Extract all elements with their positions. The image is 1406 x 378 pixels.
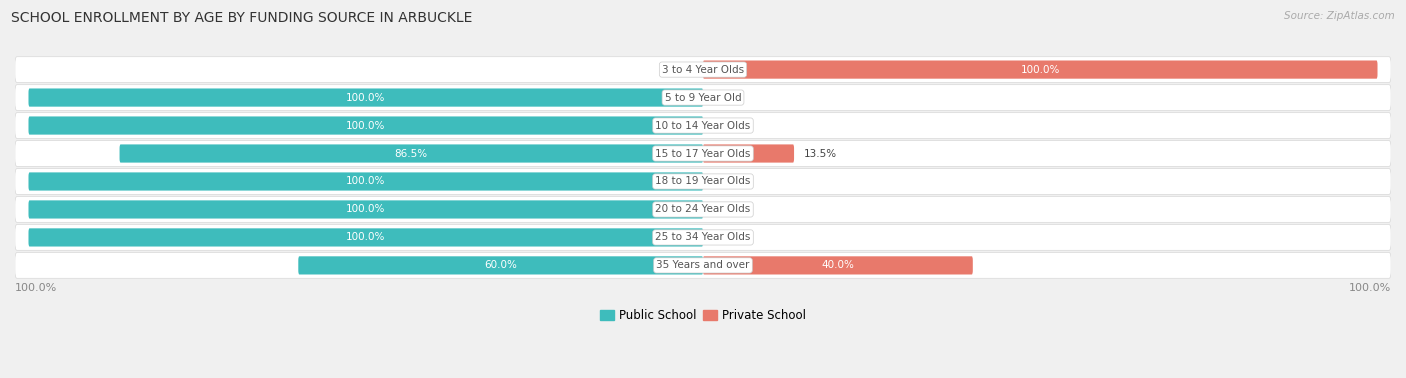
FancyBboxPatch shape [15,253,1391,278]
Text: 25 to 34 Year Olds: 25 to 34 Year Olds [655,232,751,242]
FancyBboxPatch shape [298,256,703,274]
FancyBboxPatch shape [28,200,703,218]
FancyBboxPatch shape [15,141,1391,166]
FancyBboxPatch shape [28,116,703,135]
Text: SCHOOL ENROLLMENT BY AGE BY FUNDING SOURCE IN ARBUCKLE: SCHOOL ENROLLMENT BY AGE BY FUNDING SOUR… [11,11,472,25]
Text: 86.5%: 86.5% [395,149,427,158]
Text: 100.0%: 100.0% [1348,283,1391,293]
Text: 13.5%: 13.5% [804,149,838,158]
Legend: Public School, Private School: Public School, Private School [595,304,811,327]
Text: 35 Years and over: 35 Years and over [657,260,749,270]
FancyBboxPatch shape [28,228,703,246]
Text: 10 to 14 Year Olds: 10 to 14 Year Olds [655,121,751,130]
FancyBboxPatch shape [15,85,1391,110]
Text: 100.0%: 100.0% [346,177,385,186]
FancyBboxPatch shape [703,60,1378,79]
FancyBboxPatch shape [15,169,1391,194]
Text: 100.0%: 100.0% [346,93,385,102]
Text: 40.0%: 40.0% [821,260,855,270]
Text: 3 to 4 Year Olds: 3 to 4 Year Olds [662,65,744,74]
FancyBboxPatch shape [28,172,703,191]
FancyBboxPatch shape [15,197,1391,222]
Text: 100.0%: 100.0% [346,204,385,214]
Text: 100.0%: 100.0% [346,232,385,242]
FancyBboxPatch shape [15,57,1391,82]
FancyBboxPatch shape [15,113,1391,138]
FancyBboxPatch shape [28,88,703,107]
Text: 100.0%: 100.0% [1021,65,1060,74]
Text: 5 to 9 Year Old: 5 to 9 Year Old [665,93,741,102]
Text: 100.0%: 100.0% [346,121,385,130]
Text: 60.0%: 60.0% [484,260,517,270]
Text: 100.0%: 100.0% [15,283,58,293]
Text: 18 to 19 Year Olds: 18 to 19 Year Olds [655,177,751,186]
FancyBboxPatch shape [703,256,973,274]
FancyBboxPatch shape [120,144,703,163]
Text: 15 to 17 Year Olds: 15 to 17 Year Olds [655,149,751,158]
Text: Source: ZipAtlas.com: Source: ZipAtlas.com [1284,11,1395,21]
FancyBboxPatch shape [15,225,1391,250]
Text: 20 to 24 Year Olds: 20 to 24 Year Olds [655,204,751,214]
FancyBboxPatch shape [703,144,794,163]
